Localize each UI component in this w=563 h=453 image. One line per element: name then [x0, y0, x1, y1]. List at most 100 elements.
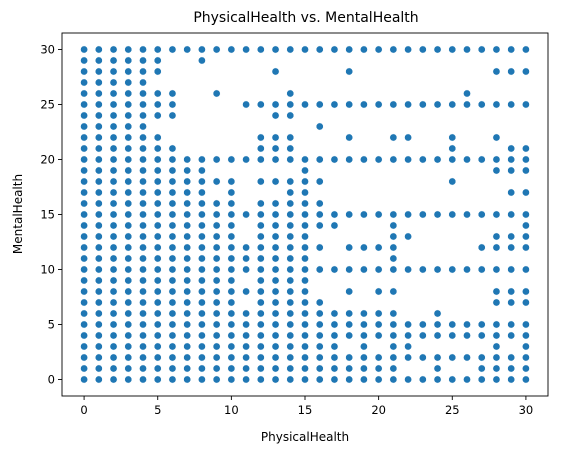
- data-point: [109, 89, 118, 98]
- data-point: [168, 265, 177, 274]
- data-point: [271, 298, 280, 307]
- data-point: [109, 331, 118, 340]
- data-point: [271, 45, 280, 54]
- data-point: [345, 45, 354, 54]
- data-point: [256, 309, 265, 318]
- data-point: [139, 155, 147, 164]
- data-point: [212, 309, 221, 318]
- data-point: [301, 243, 309, 252]
- y-axis-label: MentalHealth: [11, 174, 25, 254]
- data-point: [315, 100, 324, 109]
- data-point: [183, 298, 192, 307]
- data-point: [286, 177, 295, 186]
- data-point: [374, 331, 383, 340]
- data-point: [212, 342, 221, 351]
- data-point: [315, 177, 324, 186]
- data-point: [271, 364, 280, 373]
- data-point: [212, 177, 221, 186]
- data-point: [139, 199, 147, 208]
- data-point: [242, 254, 250, 263]
- data-point: [198, 243, 206, 252]
- data-point: [463, 89, 471, 98]
- data-point: [301, 298, 309, 307]
- data-point: [448, 144, 457, 153]
- data-point: [212, 243, 221, 252]
- x-tick-label: 15: [298, 403, 313, 417]
- data-point: [94, 133, 103, 142]
- data-points: [80, 45, 530, 384]
- data-point: [433, 364, 442, 373]
- data-point: [330, 375, 339, 384]
- data-point: [80, 111, 88, 120]
- data-point: [183, 232, 192, 241]
- data-point: [360, 342, 368, 351]
- data-point: [227, 188, 236, 197]
- data-point: [271, 67, 280, 76]
- data-point: [124, 298, 133, 307]
- data-point: [139, 166, 147, 175]
- data-point: [139, 243, 147, 252]
- data-point: [124, 265, 133, 274]
- x-axis-label: PhysicalHealth: [261, 430, 349, 444]
- data-point: [418, 155, 427, 164]
- data-point: [271, 155, 280, 164]
- data-point: [345, 100, 354, 109]
- data-point: [463, 210, 471, 219]
- data-point: [124, 210, 133, 219]
- data-point: [168, 320, 177, 329]
- data-point: [286, 287, 295, 296]
- data-point: [183, 265, 192, 274]
- data-point: [242, 364, 250, 373]
- data-point: [301, 287, 309, 296]
- data-point: [286, 144, 295, 153]
- data-point: [153, 375, 162, 384]
- data-point: [94, 320, 103, 329]
- data-point: [330, 353, 339, 362]
- data-point: [168, 364, 177, 373]
- data-point: [345, 353, 354, 362]
- data-point: [389, 342, 398, 351]
- data-point: [256, 199, 265, 208]
- data-point: [301, 364, 309, 373]
- data-point: [183, 155, 192, 164]
- data-point: [80, 276, 88, 285]
- data-point: [227, 45, 236, 54]
- data-point: [374, 353, 383, 362]
- data-point: [183, 210, 192, 219]
- data-point: [404, 265, 412, 274]
- data-point: [345, 67, 354, 76]
- data-point: [286, 188, 295, 197]
- data-point: [286, 232, 295, 241]
- data-point: [492, 320, 501, 329]
- data-point: [492, 232, 501, 241]
- data-point: [80, 100, 88, 109]
- data-point: [153, 177, 162, 186]
- data-point: [183, 353, 192, 362]
- data-point: [404, 331, 412, 340]
- data-point: [301, 100, 309, 109]
- data-point: [198, 265, 206, 274]
- data-point: [109, 364, 118, 373]
- data-point: [80, 353, 88, 362]
- data-point: [168, 287, 177, 296]
- data-point: [271, 111, 280, 120]
- data-point: [330, 265, 339, 274]
- data-point: [389, 309, 398, 318]
- data-point: [94, 276, 103, 285]
- data-point: [522, 188, 530, 197]
- data-point: [242, 375, 250, 384]
- data-point: [256, 100, 265, 109]
- data-point: [448, 45, 457, 54]
- data-point: [109, 122, 118, 131]
- data-point: [271, 100, 280, 109]
- data-point: [345, 320, 354, 329]
- data-point: [183, 331, 192, 340]
- data-point: [271, 309, 280, 318]
- data-point: [94, 111, 103, 120]
- y-tick-label: 20: [40, 153, 55, 167]
- data-point: [94, 155, 103, 164]
- data-point: [80, 166, 88, 175]
- data-point: [94, 364, 103, 373]
- data-point: [374, 243, 383, 252]
- data-point: [463, 100, 471, 109]
